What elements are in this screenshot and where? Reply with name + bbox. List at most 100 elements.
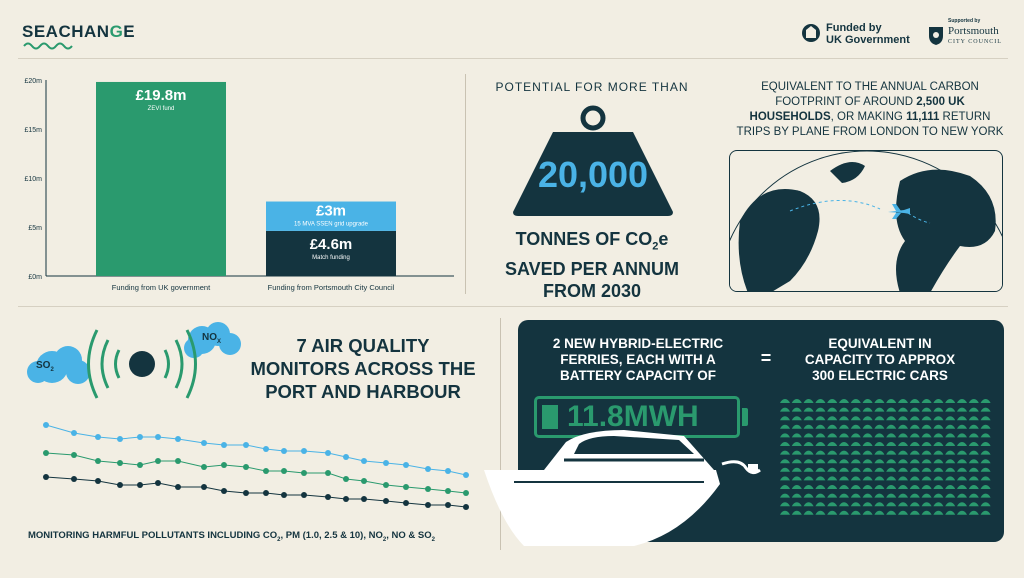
- car-icon: [886, 442, 897, 446]
- car-icon: [780, 485, 790, 489]
- car-icon: [957, 416, 967, 421]
- car-icon: [968, 399, 979, 403]
- car-icon: [968, 467, 979, 472]
- car-icon: [850, 493, 861, 498]
- bar-sub-label: ZEVI fund: [148, 106, 175, 112]
- monitor-dot-icon: [129, 351, 155, 377]
- car-icon: [862, 485, 873, 489]
- y-tick-label: £15m: [24, 127, 42, 134]
- car-icon: [980, 467, 991, 472]
- car-icon: [803, 407, 814, 412]
- bar-sub-label: 15 MVA SSEN grid upgrade: [294, 222, 369, 228]
- car-icon: [968, 510, 979, 515]
- car-icon: [827, 450, 838, 455]
- car-icon: [850, 502, 861, 507]
- co2-tonnes-value: 20,000: [537, 154, 649, 195]
- car-icon: [909, 424, 920, 429]
- car-icon: [898, 510, 908, 515]
- divider: [18, 58, 1008, 59]
- car-icon: [780, 493, 790, 498]
- car-icon: [886, 416, 897, 421]
- pollutants-caption: MONITORING HARMFUL POLLUTANTS INCLUDING …: [28, 530, 435, 543]
- car-icon: [886, 510, 897, 515]
- funding-bar-chart: £0m £5m £10m £15m £20m £19.8m ZEVI fund Funding…: [24, 78, 454, 292]
- car-icon: [862, 510, 873, 515]
- car-icon: [921, 502, 932, 507]
- car-icon: [898, 493, 908, 498]
- car-icon: [968, 433, 979, 438]
- car-icon: [803, 424, 814, 429]
- car-icon: [945, 459, 956, 464]
- car-icon: [968, 476, 979, 481]
- car-icon: [933, 407, 944, 412]
- car-icon: [968, 493, 979, 498]
- y-tick-label: £20m: [24, 78, 42, 85]
- car-icon: [815, 433, 826, 438]
- air-monitor-illustration: [27, 322, 241, 399]
- bar: [266, 230, 396, 276]
- equals-sign: =: [760, 348, 772, 368]
- car-icon: [945, 450, 956, 455]
- car-icon: [957, 459, 967, 464]
- car-icon: [886, 399, 897, 403]
- electric-cars-grid: [780, 399, 991, 515]
- car-icon: [933, 433, 944, 438]
- car-icon: [850, 407, 861, 412]
- car-icon: [957, 510, 967, 515]
- car-icon: [815, 442, 826, 446]
- car-icon: [933, 424, 944, 429]
- car-icon: [957, 493, 967, 498]
- car-icon: [780, 459, 790, 464]
- car-icon: [945, 433, 956, 438]
- car-icon: [839, 459, 849, 464]
- car-icon: [850, 442, 861, 446]
- car-icon: [850, 459, 861, 464]
- car-icon: [933, 502, 944, 507]
- equivalent-text: EQUIVALENT TO THE ANNUAL CARBON FOOTPRIN…: [736, 81, 1004, 138]
- car-icon: [827, 399, 838, 403]
- car-icon: [791, 502, 802, 507]
- car-icon: [886, 493, 897, 498]
- car-icon: [791, 442, 802, 446]
- car-icon: [968, 502, 979, 507]
- car-icon: [815, 407, 826, 412]
- car-icon: [945, 407, 956, 412]
- car-icon: [898, 467, 908, 472]
- brand-text-2: E: [123, 22, 136, 41]
- car-icon: [815, 493, 826, 498]
- car-icon: [980, 459, 991, 464]
- potential-label: POTENTIAL FOR MORE THAN: [495, 80, 689, 94]
- bar: [266, 201, 396, 231]
- car-icon: [827, 459, 838, 464]
- car-icon: [957, 433, 967, 438]
- car-icon: [803, 467, 814, 472]
- car-icon: [815, 399, 826, 403]
- car-icon: [862, 424, 873, 429]
- car-icon: [827, 493, 838, 498]
- car-icon: [815, 476, 826, 481]
- car-icon: [874, 502, 885, 507]
- car-icon: [921, 450, 932, 455]
- car-icon: [874, 442, 885, 446]
- car-icon: [874, 493, 885, 498]
- car-icon: [898, 407, 908, 412]
- car-icon: [921, 424, 932, 429]
- car-icon: [874, 399, 885, 403]
- car-icon: [862, 467, 873, 472]
- car-icon: [933, 442, 944, 446]
- car-icon: [921, 510, 932, 515]
- y-tick-label: £10m: [24, 176, 42, 183]
- car-icon: [909, 399, 920, 403]
- car-icon: [909, 442, 920, 446]
- car-icon: [945, 424, 956, 429]
- so2-label: SO2: [36, 360, 54, 373]
- car-icon: [862, 493, 873, 498]
- car-icon: [827, 407, 838, 412]
- divider: [18, 306, 1008, 307]
- car-icon: [945, 399, 956, 403]
- car-icon: [980, 442, 991, 446]
- nox-label: NOX: [202, 332, 222, 345]
- car-icon: [839, 493, 849, 498]
- car-icon: [898, 476, 908, 481]
- car-icon: [815, 502, 826, 507]
